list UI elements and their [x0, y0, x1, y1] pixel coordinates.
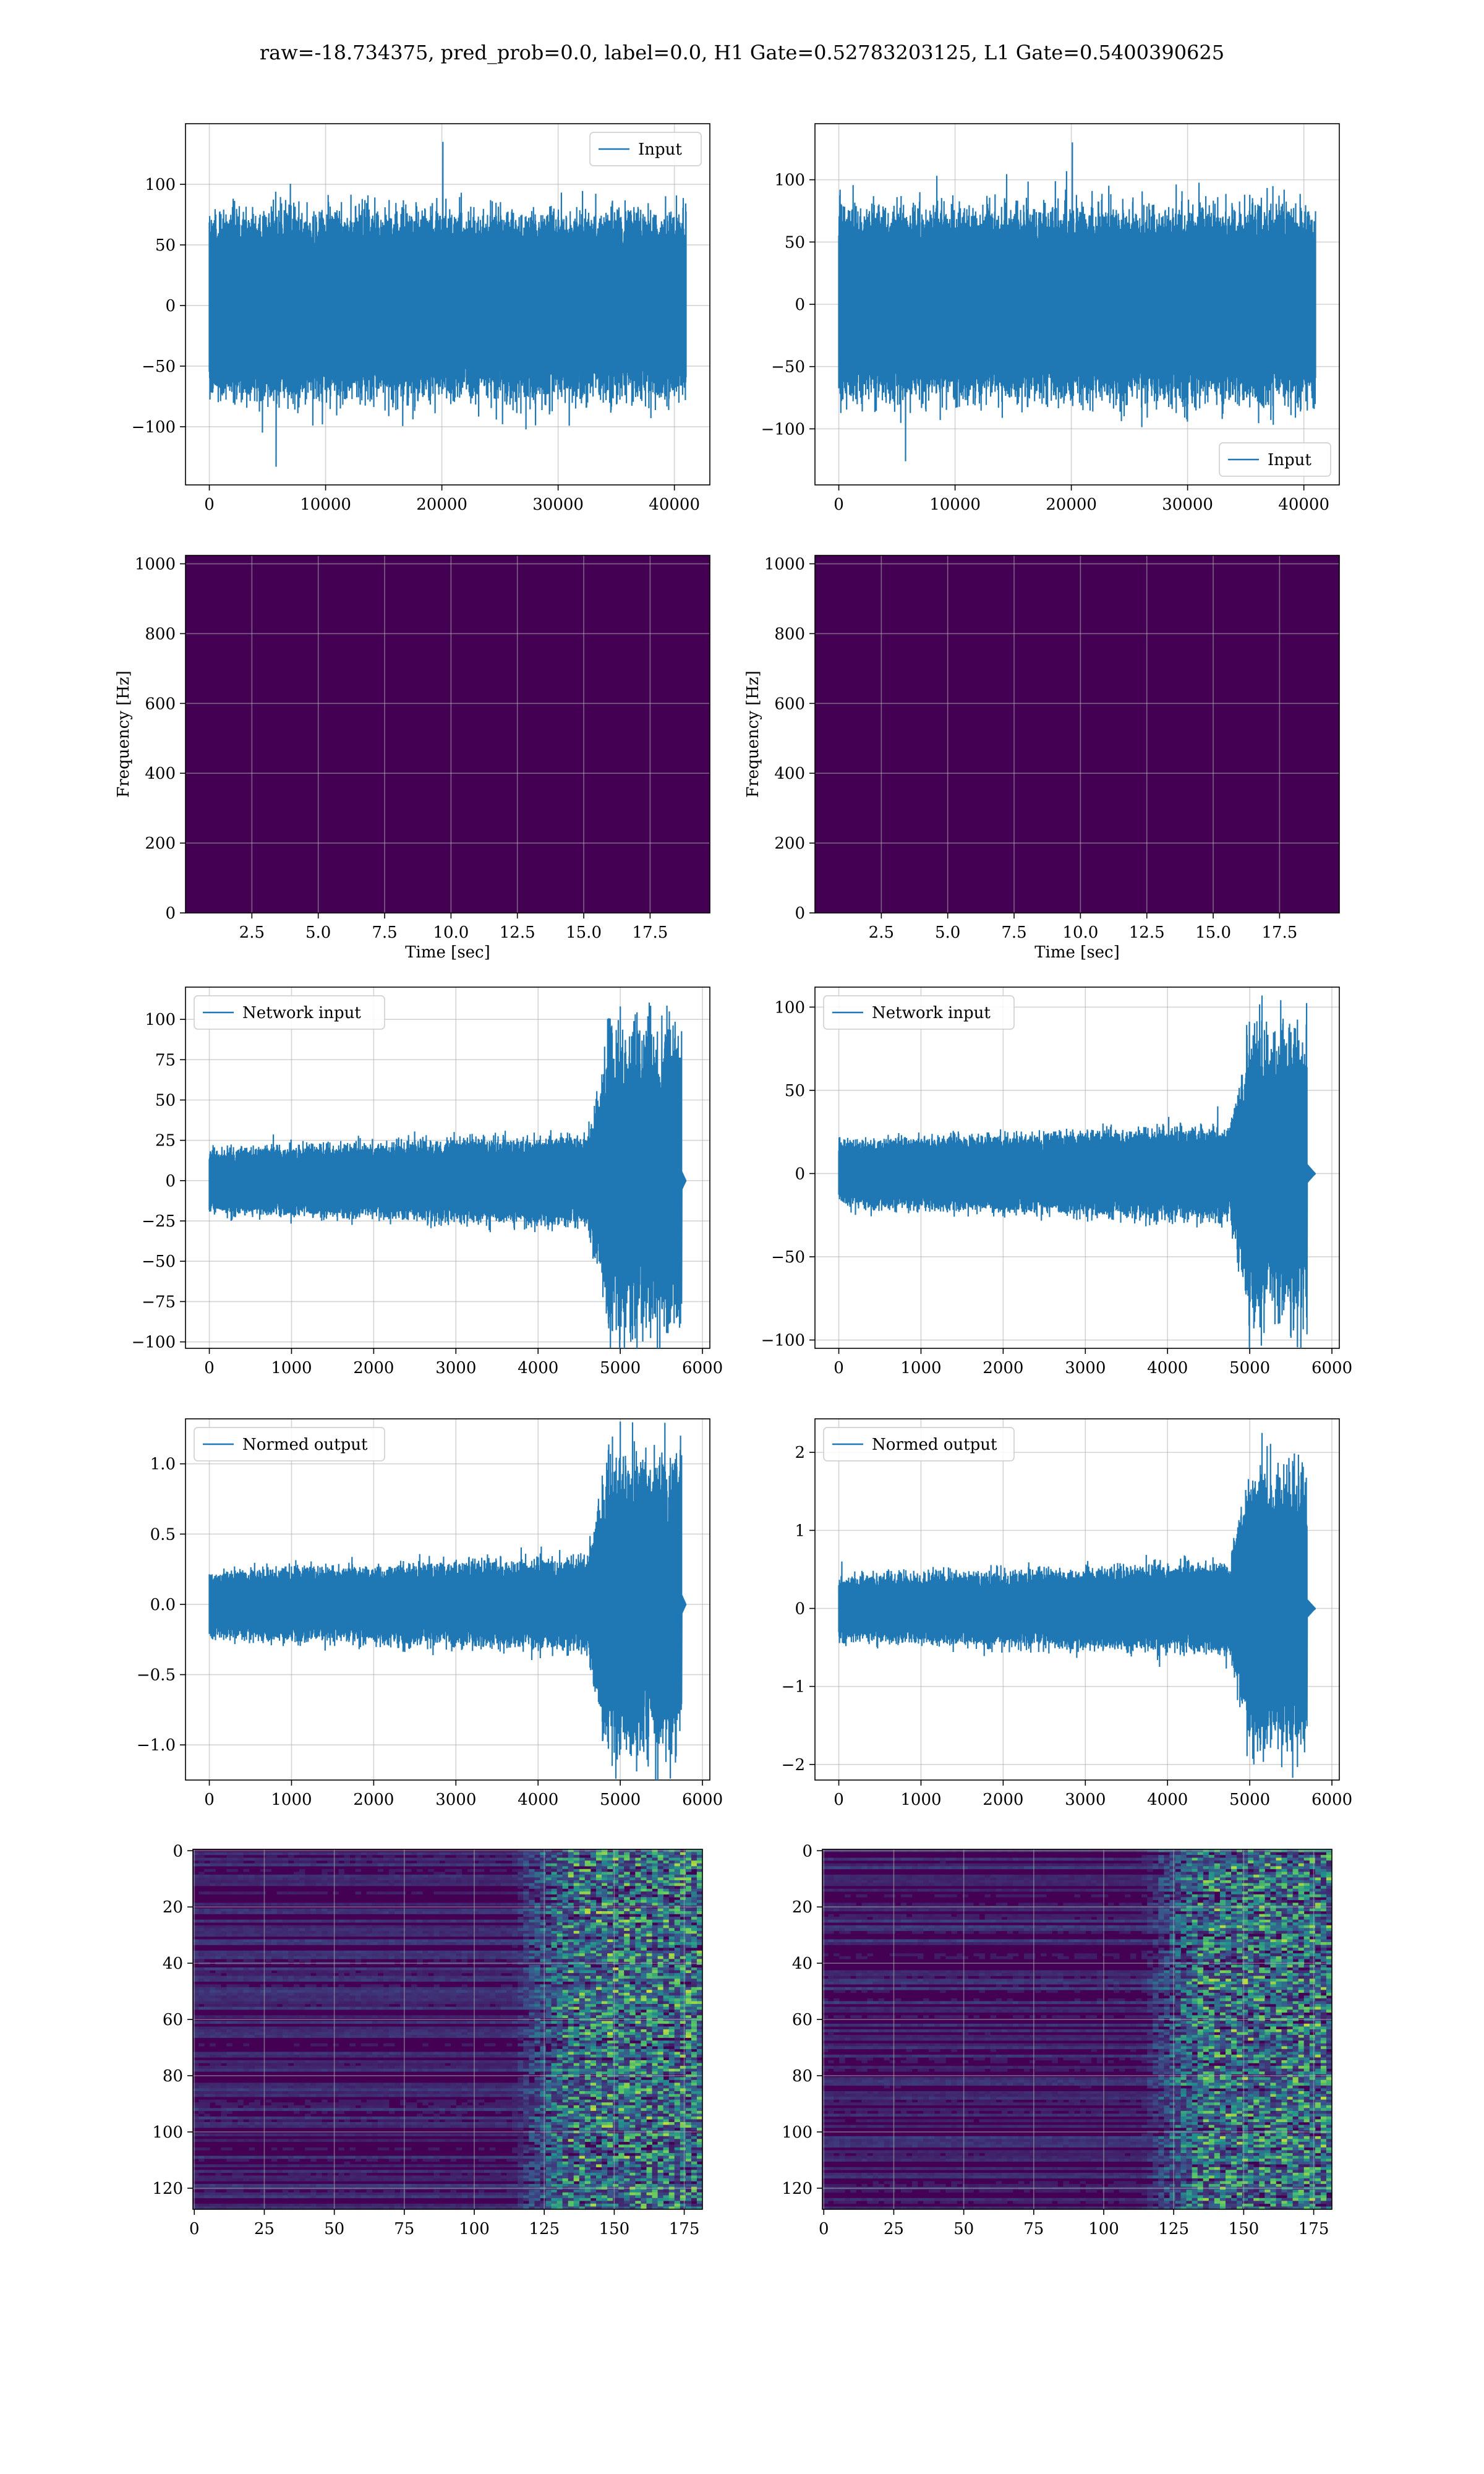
y-tick-label: −100: [761, 420, 805, 439]
series-band: [838, 250, 1316, 358]
legend: Input: [589, 132, 702, 166]
legend-label: Input: [638, 140, 682, 159]
x-tick-label: 7.5: [372, 923, 397, 942]
x-tick-label: 20000: [1046, 495, 1097, 514]
y-tick-label: 0: [165, 297, 176, 315]
x-tick-label: 15.0: [566, 923, 602, 942]
x-tick-label: 0: [834, 495, 844, 514]
x-tick-label: 30000: [1162, 495, 1213, 514]
y-tick-label: 50: [785, 233, 805, 252]
axes-frame: [185, 555, 710, 914]
x-tick-label: 0: [204, 495, 215, 514]
x-axis-label: Time [sec]: [405, 943, 490, 962]
y-tick-label: 50: [155, 236, 176, 255]
heatmap-background: [815, 555, 1339, 913]
x-tick-label: 30000: [532, 495, 584, 514]
x-tick-label: 20000: [416, 495, 467, 514]
legend: Input: [1219, 442, 1331, 477]
x-tick-label: 10.0: [433, 923, 469, 942]
axes: 2.5 5.0 7.5 10.0 12.5 15.0 17.5 0 200 400 600 800 10…: [114, 555, 710, 962]
x-tick-label: 12.5: [500, 923, 535, 942]
x-tick-label: 2.5: [239, 923, 265, 942]
y-tick-label: 1000: [135, 555, 176, 574]
y-axis-label: Frequency [Hz]: [114, 670, 133, 798]
y-tick-label: 800: [145, 625, 176, 643]
y-tick-label: −50: [771, 358, 805, 377]
x-tick-label: 17.5: [632, 923, 668, 942]
x-tick-label: 40000: [1278, 495, 1329, 514]
subplot-1: 0 10000 20000 30000 40000 −100 −50 0 50 100 Input: [132, 123, 710, 514]
y-tick-label: 100: [145, 176, 176, 194]
figure-title: raw=-18.734375, pred_prob=0.0, label=0.0…: [0, 41, 1484, 64]
subplot-4: 2.5 5.0 7.5 10.0 12.5 15.0 17.5020040060080010…: [744, 555, 1340, 962]
x-tick-label: 10000: [929, 495, 981, 514]
axes-frame: [185, 123, 710, 486]
legend-box: [589, 132, 702, 166]
x-tick-label: 10000: [300, 495, 351, 514]
y-tick-label: 600: [145, 695, 176, 713]
y-tick-label: −100: [132, 418, 176, 437]
y-tick-label: 0: [165, 904, 176, 923]
legend-label: Input: [1268, 451, 1311, 469]
y-tick-label: 0: [795, 296, 805, 314]
series-band: [209, 253, 686, 358]
y-tick-label: 100: [774, 171, 805, 190]
legend-box: [1219, 442, 1331, 477]
x-tick-label: 5.0: [305, 923, 331, 942]
y-tick-label: −50: [142, 357, 176, 376]
y-tick-label: 200: [145, 834, 176, 853]
subplot-3: 2.5 5.0 7.5 10.0 12.5 15.0 17.5 0 200 400 600 800 10…: [114, 555, 710, 962]
y-tick-label: 400: [145, 764, 176, 783]
subplot-2: 0 10000 20000 30000 40000 −100 −50 0 50 100 Input: [761, 123, 1340, 514]
heatmap-background: [186, 555, 710, 913]
x-tick-label: 40000: [649, 495, 700, 514]
